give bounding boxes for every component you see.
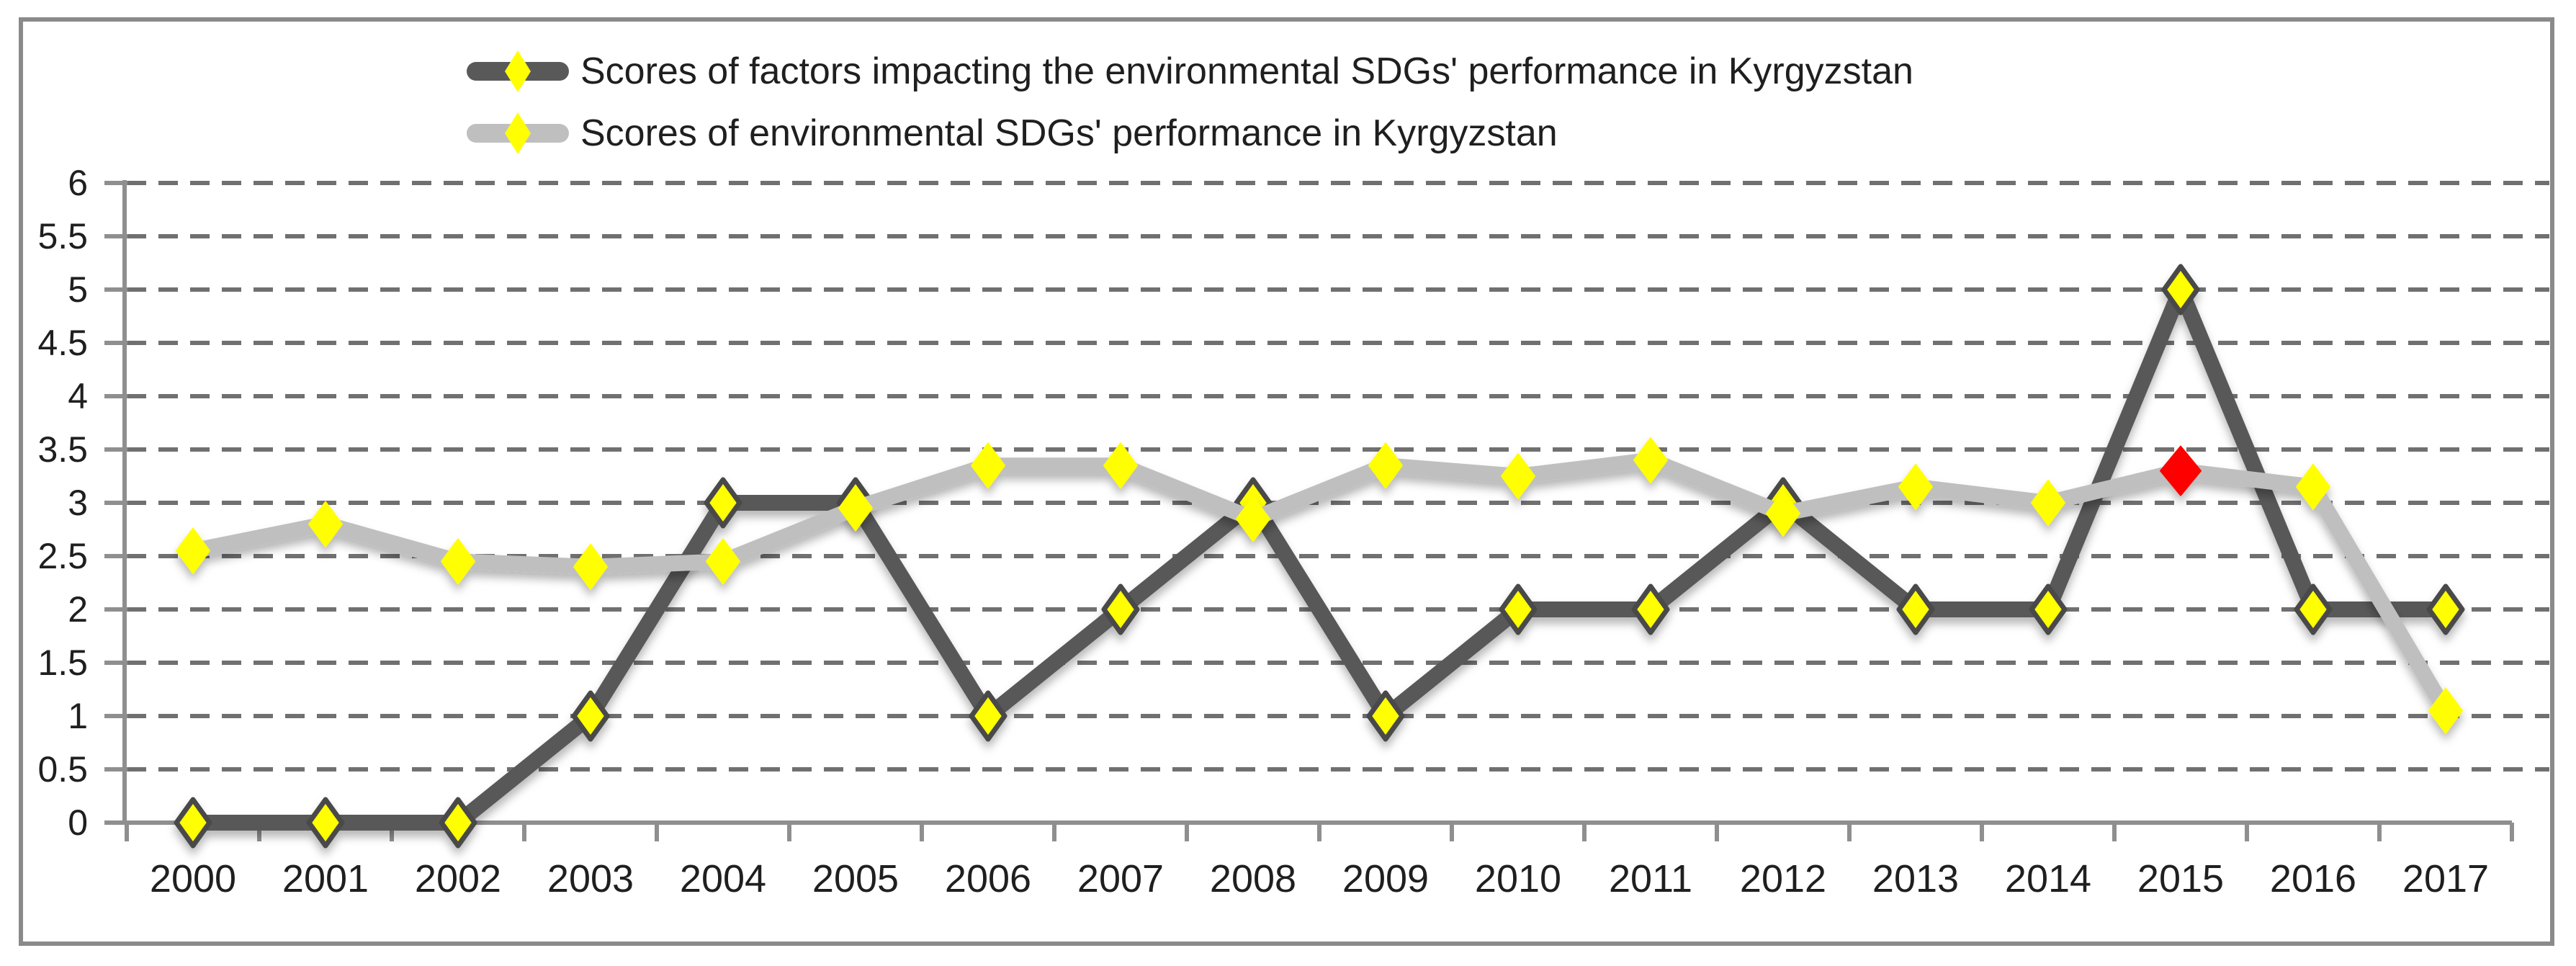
x-tick-label: 2006 — [945, 857, 1031, 900]
data-point-marker — [704, 477, 742, 529]
data-point-marker — [439, 797, 477, 849]
y-tick-label: 5 — [68, 269, 88, 310]
y-tick-label: 6 — [68, 163, 88, 203]
data-point-marker — [2426, 583, 2465, 635]
y-tick-label: 1.5 — [37, 643, 88, 683]
y-tick-label: 3.5 — [37, 429, 88, 470]
data-point-marker — [308, 501, 343, 547]
x-tick-label: 2010 — [1475, 857, 1561, 900]
data-point-marker — [174, 797, 212, 849]
data-point-marker — [1501, 453, 1535, 499]
data-point-marker — [1633, 437, 1668, 483]
legend-item-performance: Scores of environmental SDGs' performanc… — [467, 102, 1913, 164]
x-tick-label: 2000 — [150, 857, 236, 900]
data-point-marker — [969, 690, 1007, 742]
series-2-line — [185, 452, 2454, 719]
data-point-marker — [838, 485, 873, 532]
data-point-marker — [706, 538, 740, 585]
series1-diamond-marker-icon — [505, 50, 531, 92]
y-tick-labels: 6 5.5 5 4.5 4 3.5 3 2.5 2 1.5 1 0.5 0 — [37, 163, 88, 843]
data-point-marker — [2161, 264, 2200, 316]
x-tick-label: 2013 — [1872, 857, 1959, 900]
series-1-markers — [174, 264, 2465, 849]
legend-item-factors: Scores of factors impacting the environm… — [467, 40, 1913, 102]
data-point-marker — [2294, 583, 2333, 635]
x-tick-label: 2014 — [2005, 857, 2091, 900]
y-tick-label: 3 — [68, 483, 88, 523]
data-point-marker — [2296, 463, 2330, 510]
x-tick-label: 2001 — [282, 857, 369, 900]
series2-line-sample — [467, 112, 569, 154]
series-2-markers — [176, 437, 2463, 734]
x-tick-label: 2003 — [547, 857, 634, 900]
data-point-marker — [1101, 583, 1140, 635]
legend-label-performance: Scores of environmental SDGs' performanc… — [580, 112, 1558, 154]
legend: Scores of factors impacting the environm… — [467, 40, 1913, 164]
x-tick-label: 2011 — [1609, 857, 1692, 900]
data-point-marker — [2029, 583, 2068, 635]
data-point-marker — [1236, 496, 1270, 542]
data-point-marker — [2031, 480, 2065, 526]
y-tick-label: 4.5 — [37, 323, 88, 363]
y-tick-label: 0 — [68, 802, 88, 843]
legend-label-factors: Scores of factors impacting the environm… — [580, 50, 1913, 92]
data-point-marker — [571, 690, 610, 742]
data-point-marker — [2428, 687, 2463, 734]
y-tick-label: 0.5 — [37, 749, 88, 790]
x-tick-label: 2015 — [2137, 857, 2224, 900]
data-point-marker — [971, 442, 1005, 489]
data-point-marker — [1103, 442, 1138, 489]
data-point-marker — [1898, 463, 1933, 510]
data-point-marker — [1631, 583, 1670, 635]
data-point-marker — [1366, 690, 1405, 742]
x-tick-label: 2007 — [1077, 857, 1164, 900]
x-tick-label: 2009 — [1342, 857, 1429, 900]
x-tick-labels: 2000 2001 2002 2003 2004 2005 2006 2007 2008 2009… — [150, 857, 2489, 900]
x-tick-label: 2012 — [1740, 857, 1826, 900]
series2-diamond-marker-icon — [505, 112, 531, 154]
data-point-marker — [1896, 583, 1935, 635]
highlight-marker — [2160, 445, 2202, 496]
y-tick-label: 2.5 — [37, 536, 88, 576]
series-1-line — [185, 282, 2454, 831]
data-point-marker — [176, 527, 210, 574]
data-point-marker — [573, 543, 608, 590]
x-tick-label: 2004 — [680, 857, 766, 900]
y-tick-label: 4 — [68, 376, 88, 416]
x-tick-label: 2005 — [812, 857, 899, 900]
x-tick-label: 2008 — [1210, 857, 1296, 900]
data-point-marker — [306, 797, 345, 849]
series-1 — [174, 264, 2465, 849]
y-tick-label: 1 — [68, 696, 88, 736]
y-tick-label: 5.5 — [37, 216, 88, 256]
data-point-marker — [1368, 442, 1403, 489]
y-tick-label: 2 — [68, 589, 88, 630]
series1-line-sample — [467, 50, 569, 92]
data-point-marker — [1766, 490, 1800, 537]
x-tick-label: 2002 — [415, 857, 501, 900]
data-point-marker — [441, 538, 475, 585]
data-point-marker — [1499, 583, 1538, 635]
x-tick-label: 2017 — [2402, 857, 2489, 900]
series-2 — [176, 437, 2463, 734]
axes — [104, 180, 2514, 841]
gridlines — [127, 181, 2549, 772]
x-tick-label: 2016 — [2270, 857, 2356, 900]
